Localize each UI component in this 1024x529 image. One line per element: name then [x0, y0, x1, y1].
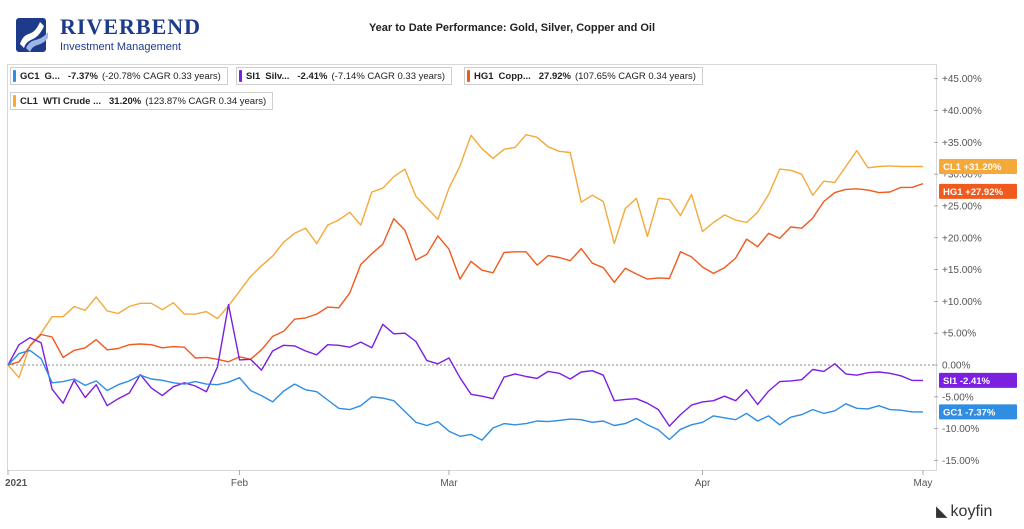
legend-name: Silv... [265, 71, 290, 82]
legend-ticker: SI1 [246, 71, 261, 82]
legend-item-cl1[interactable]: CL1 WTI Crude ... 31.20% (123.87% CAGR 0.34… [10, 92, 274, 110]
y-tick-label: +20.00% [942, 233, 982, 244]
y-tick-label: +5.00% [942, 329, 976, 340]
legend-change: -2.41% [297, 71, 328, 82]
series-line-hg1 [7, 183, 924, 366]
legend-change: 27.92% [538, 71, 571, 82]
y-tick-label: +30.00% [942, 170, 982, 181]
plot-frame [7, 64, 937, 471]
brand-logo: RIVERBEND Investment Management [14, 14, 200, 56]
legend-cagr: (123.87% CAGR 0.34 years) [145, 96, 267, 107]
y-tick-label: +45.00% [942, 74, 982, 85]
y-tick-label: +25.00% [942, 201, 982, 212]
series-line-si1 [7, 303, 923, 427]
y-tick-label: +40.00% [942, 106, 982, 117]
x-tick-label: Mar [440, 478, 458, 489]
legend-cagr: (-7.14% CAGR 0.33 years) [331, 71, 446, 82]
y-tick-label: +15.00% [942, 265, 982, 276]
koyfin-logo-icon: ◣ [936, 503, 948, 520]
legend-change: 31.20% [109, 96, 142, 107]
legend-item-gc1[interactable]: GC1 G... -7.37% (-20.78% CAGR 0.33 years) [10, 67, 228, 85]
end-tag-label: HG1 +27.92% [943, 187, 1003, 198]
x-tick-label: May [914, 478, 933, 489]
chart-title: Year to Date Performance: Gold, Silver, … [368, 22, 656, 34]
y-tick-label: 0.00% [942, 361, 970, 372]
legend-cagr: (107.65% CAGR 0.34 years) [574, 71, 696, 82]
end-tag-gc1 [939, 404, 1017, 420]
x-tick-label: Feb [231, 478, 249, 489]
riverbend-logo-icon [16, 18, 48, 52]
end-tag-label: CL1 +31.20% [943, 162, 1002, 173]
legend-ticker: GC1 [20, 71, 40, 82]
end-tag-label: SI1 -2.41% [943, 376, 991, 387]
legend-swatch [13, 70, 16, 82]
koyfin-text: koyfin [950, 503, 993, 520]
y-tick-label: -5.00% [942, 392, 974, 403]
legend-name: G... [44, 71, 60, 82]
brand-name: RIVERBEND [60, 14, 202, 39]
end-tag-label: GC1 -7.37% [943, 407, 996, 418]
end-tag-hg1 [939, 183, 1017, 199]
legend-item-hg1[interactable]: HG1 Copp... 27.92% (107.65% CAGR 0.34 years… [464, 67, 703, 85]
series-line-gc1 [7, 349, 923, 441]
legend-ticker: CL1 [20, 96, 38, 107]
y-tick-label: +35.00% [942, 138, 982, 149]
y-tick-label: +10.00% [942, 297, 982, 308]
legend-change: -7.37% [67, 71, 98, 82]
end-tag-cl1 [939, 159, 1017, 175]
end-tag-si1 [939, 372, 1017, 388]
legend-name: Copp... [498, 71, 531, 82]
legend-name: WTI Crude ... [42, 96, 102, 107]
koyfin-watermark: ◣ koyfin [936, 502, 992, 521]
legend-ticker: HG1 [474, 71, 494, 82]
brand-tagline: Investment Management [60, 41, 182, 53]
series-line-cl1 [7, 133, 923, 379]
legend-swatch [239, 70, 242, 82]
legend-cagr: (-20.78% CAGR 0.33 years) [101, 71, 221, 82]
y-tick-label: -10.00% [942, 424, 979, 435]
legend-swatch [13, 95, 16, 107]
legend-item-si1[interactable]: SI1 Silv... -2.41% (-7.14% CAGR 0.33 years) [236, 67, 453, 85]
x-tick-label: Apr [695, 478, 711, 489]
x-tick-label: 2021 [5, 478, 28, 489]
y-tick-label: -15.00% [942, 456, 979, 467]
legend-swatch [467, 70, 470, 82]
